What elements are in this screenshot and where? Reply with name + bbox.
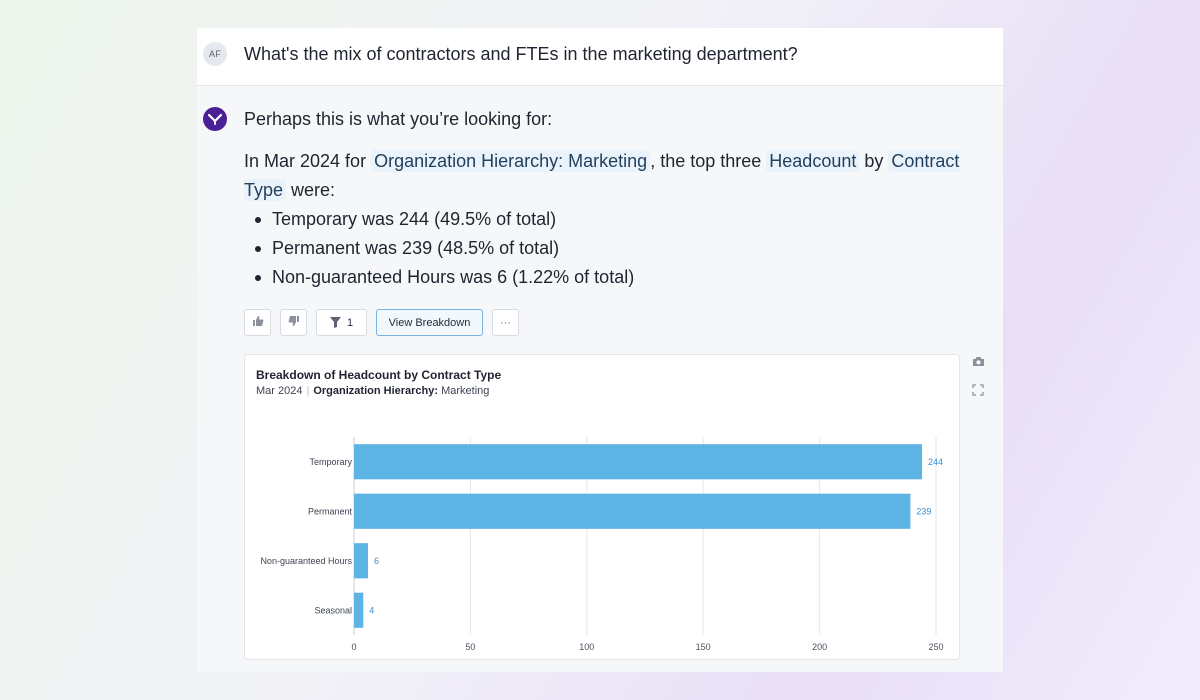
answer-summary: In Mar 2024 for Organization Hierarchy: … <box>244 147 994 205</box>
list-item: Non-guaranteed Hours was 6 (1.22% of tot… <box>255 263 634 292</box>
conversation-panel: AF What's the mix of contractors and FTE… <box>197 28 1003 672</box>
org-hierarchy-chip[interactable]: Organization Hierarchy: Marketing <box>371 150 651 172</box>
category-label: Seasonal <box>314 605 352 615</box>
expand-icon[interactable] <box>969 381 987 399</box>
chart-subtitle-value: Marketing <box>441 385 490 397</box>
bar <box>354 543 368 579</box>
x-tick-label: 200 <box>812 642 827 652</box>
chart-subtitle-date: Mar 2024 <box>256 385 303 397</box>
bar <box>354 444 923 480</box>
answer-bullet-list: Temporary was 244 (49.5% of total) Perma… <box>255 205 634 292</box>
data-label: 4 <box>369 605 374 615</box>
x-tick-label: 150 <box>696 642 711 652</box>
subtitle-divider: | <box>306 385 310 397</box>
assistant-logo-icon <box>203 107 227 131</box>
headcount-chip[interactable]: Headcount <box>766 150 860 172</box>
user-avatar: AF <box>203 42 227 66</box>
answer-intro: Perhaps this is what you’re looking for: <box>244 109 553 129</box>
x-tick-label: 100 <box>579 642 594 652</box>
filter-count: 1 <box>346 316 354 329</box>
bar <box>354 493 911 529</box>
category-label: Non-guaranteed Hours <box>260 556 352 566</box>
camera-icon[interactable] <box>969 352 987 370</box>
thumbs-down-button[interactable] <box>280 309 307 336</box>
answer-text-by: by <box>859 151 889 171</box>
answer-text-prefix: In Mar 2024 for <box>244 151 372 171</box>
list-item: Permanent was 239 (48.5% of total) <box>255 234 634 263</box>
user-question-text: What's the mix of contractors and FTEs i… <box>244 44 798 64</box>
headcount-bar-chart: 0 50 100 150 200 250 Temporary 244 Permanent 239 N… <box>260 437 944 652</box>
thumbs-down-icon <box>288 315 300 330</box>
category-label: Temporary <box>309 457 352 467</box>
chart-subtitle-key: Organization Hierarchy: <box>313 385 439 397</box>
answer-text-mid: , the top three <box>650 151 767 171</box>
view-breakdown-button[interactable]: View Breakdown <box>376 309 483 336</box>
category-label: Permanent <box>308 506 353 516</box>
x-tick-label: 50 <box>465 642 475 652</box>
user-question-row: AF What's the mix of contractors and FTE… <box>197 28 1003 86</box>
filter-icon <box>329 317 341 328</box>
chart-title: Breakdown of Headcount by Contract Type <box>256 368 502 382</box>
chart-subtitle: Mar 2024 | Organization Hierarchy: Marketi… <box>256 385 489 397</box>
thumbs-up-icon <box>252 315 264 330</box>
more-options-button[interactable]: ··· <box>492 309 519 336</box>
bar <box>354 592 364 628</box>
list-item: Temporary was 244 (49.5% of total) <box>255 205 634 234</box>
answer-text-suffix: were: <box>286 180 336 200</box>
x-tick-label: 250 <box>928 642 943 652</box>
x-tick-label: 0 <box>351 642 356 652</box>
data-label: 6 <box>374 556 379 566</box>
thumbs-up-button[interactable] <box>244 309 271 336</box>
data-label: 244 <box>928 457 943 467</box>
chart-card: Breakdown of Headcount by Contract Type … <box>244 354 960 660</box>
data-label: 239 <box>916 506 931 516</box>
filter-button[interactable]: 1 <box>316 309 367 336</box>
